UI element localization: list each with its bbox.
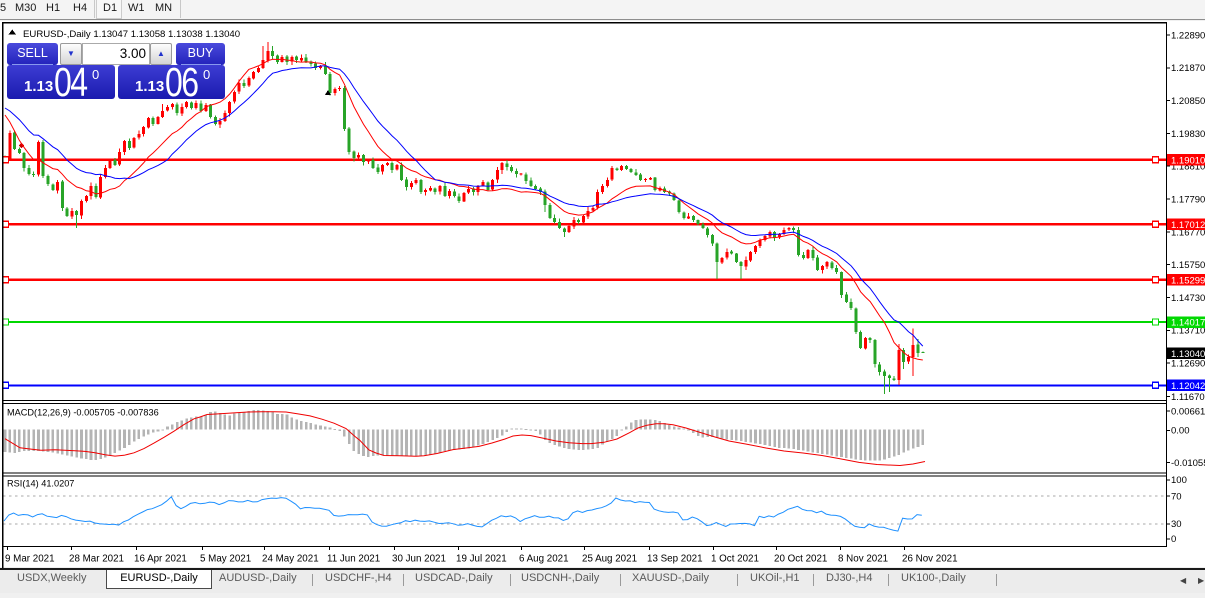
svg-text:1.18810: 1.18810 [1171,162,1205,173]
svg-text:0: 0 [1171,534,1176,545]
svg-text:0.006611: 0.006611 [1171,407,1205,418]
svg-text:11 Jun 2021: 11 Jun 2021 [327,554,380,565]
svg-text:19 Jul 2021: 19 Jul 2021 [456,554,507,565]
svg-text:20 Oct 2021: 20 Oct 2021 [774,554,827,565]
svg-text:26 Nov 2021: 26 Nov 2021 [902,554,958,565]
svg-text:EURUSD-,Daily 1.13047 1.13058: EURUSD-,Daily 1.13047 1.13058 1.13038 1.… [23,29,240,40]
svg-text:5 May 2021: 5 May 2021 [200,554,251,565]
svg-text:8 Nov 2021: 8 Nov 2021 [838,554,888,565]
svg-text:1.11670: 1.11670 [1171,392,1205,403]
svg-text:1.13710: 1.13710 [1171,326,1205,337]
svg-text:1.15750: 1.15750 [1171,260,1205,271]
svg-text:1.20850: 1.20850 [1171,96,1205,107]
svg-text:-0.010559: -0.010559 [1171,458,1205,469]
svg-text:1.13040: 1.13040 [1171,349,1205,360]
svg-text:100: 100 [1171,475,1187,486]
svg-text:1.21870: 1.21870 [1171,63,1205,74]
svg-text:30: 30 [1171,519,1182,530]
svg-text:24 May 2021: 24 May 2021 [262,554,319,565]
svg-text:1.14017: 1.14017 [1171,318,1205,329]
svg-text:30 Jun 2021: 30 Jun 2021 [392,554,446,565]
svg-text:1.19010: 1.19010 [1171,155,1205,166]
svg-text:0.00: 0.00 [1171,426,1190,437]
svg-text:1.17012: 1.17012 [1171,220,1205,231]
svg-text:1.12690: 1.12690 [1171,358,1205,369]
svg-text:MACD(12,26,9) -0.005705 -0.007: MACD(12,26,9) -0.005705 -0.007836 [7,408,159,418]
svg-text:70: 70 [1171,492,1182,503]
svg-text:1.22890: 1.22890 [1171,30,1205,41]
svg-text:25 Aug 2021: 25 Aug 2021 [582,554,637,565]
svg-text:1.15299: 1.15299 [1171,275,1205,286]
svg-text:13 Sep 2021: 13 Sep 2021 [647,554,703,565]
svg-text:1.17790: 1.17790 [1171,194,1205,205]
svg-text:6 Aug 2021: 6 Aug 2021 [519,554,569,565]
svg-text:1 Oct 2021: 1 Oct 2021 [711,554,759,565]
svg-text:16 Apr 2021: 16 Apr 2021 [134,554,187,565]
svg-text:1.12042: 1.12042 [1171,381,1205,392]
svg-text:1.16770: 1.16770 [1171,227,1205,238]
svg-text:9 Mar 2021: 9 Mar 2021 [5,554,55,565]
svg-text:28 Mar 2021: 28 Mar 2021 [69,554,124,565]
svg-text:1.14730: 1.14730 [1171,293,1205,304]
svg-text:1.19830: 1.19830 [1171,129,1205,140]
svg-text:RSI(14) 41.0207: RSI(14) 41.0207 [7,479,74,489]
